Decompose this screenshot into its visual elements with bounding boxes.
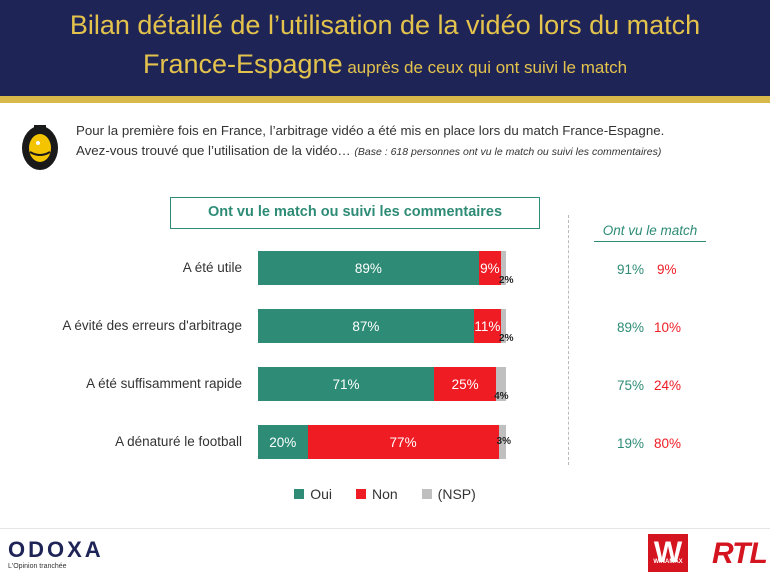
side-value-non: 10% xyxy=(654,320,682,335)
legend-item-oui: Oui xyxy=(294,486,332,502)
bar-label-nsp: 3% xyxy=(496,436,511,447)
row-label: A évité des erreurs d'arbitrage xyxy=(62,318,242,333)
chart-legend: Oui Non (NSP) xyxy=(0,486,770,502)
bar-segment-oui: 71% xyxy=(258,367,435,401)
question-text: Pour la première fois en France, l’arbit… xyxy=(76,121,766,162)
bar-label-nsp: 2% xyxy=(499,275,514,286)
odoxa-tagline: L'Opinion tranchée xyxy=(8,563,67,570)
bar-segment-oui: 87% xyxy=(258,309,474,343)
side-title-underline xyxy=(594,241,706,242)
bar-segment-nsp xyxy=(498,425,506,459)
side-value-non: 9% xyxy=(657,262,677,277)
legend-swatch-nsp xyxy=(421,489,432,499)
row-label: A dénaturé le football xyxy=(115,434,242,449)
side-value-oui: 89% xyxy=(617,320,645,335)
row-label: A été utile xyxy=(182,260,242,275)
footer-divider xyxy=(0,528,770,529)
side-value-oui: 91% xyxy=(617,262,645,277)
bar-segment-non: 9% xyxy=(478,251,502,285)
header-gold-bar xyxy=(0,96,770,103)
chart-title-box: Ont vu le match ou suivi les commentaire… xyxy=(170,197,540,229)
rtl-logo: RTL xyxy=(712,537,768,570)
bar-label-nsp: 2% xyxy=(499,333,514,344)
bar-segment-oui: 20% xyxy=(258,425,308,459)
bar-label-nsp: 4% xyxy=(494,391,509,402)
side-value-non: 24% xyxy=(654,378,682,393)
side-value-oui: 19% xyxy=(617,436,645,451)
title-line2-small: auprès de ceux qui ont suivi le match xyxy=(342,58,628,77)
bar-segment-non: 25% xyxy=(434,367,497,401)
question-line2: Avez-vous trouvé que l’utilisation de la… xyxy=(76,141,766,162)
question-base: (Base : 618 personnes ont vu le match ou… xyxy=(354,146,662,158)
page-title-line1: Bilan détaillé de l’utilisation de la vi… xyxy=(69,10,701,40)
legend-swatch-non xyxy=(355,489,366,499)
title-line2-main: France-Espagne xyxy=(142,49,343,79)
row-label: A été suffisamment rapide xyxy=(86,376,242,391)
bar-segment-nsp xyxy=(496,367,506,401)
page-title-line2: France-Espagne auprès de ceux qui ont su… xyxy=(0,49,770,80)
divider-line xyxy=(568,215,569,465)
winamax-logo: W xyxy=(648,534,688,572)
bar-segment-non: 77% xyxy=(307,425,499,459)
legend-item-non: Non xyxy=(355,486,398,502)
legend-swatch-oui xyxy=(294,489,305,499)
bar-segment-nsp xyxy=(501,309,506,343)
legend-label-non: Non xyxy=(371,486,398,502)
header-banner: Bilan détaillé de l’utilisation de la vi… xyxy=(0,0,770,96)
bar-segment-nsp xyxy=(501,251,506,285)
legend-item-nsp: (NSP) xyxy=(421,486,476,502)
side-value-oui: 75% xyxy=(617,378,645,393)
bar-segment-oui: 89% xyxy=(258,251,479,285)
question-line2-text: Avez-vous trouvé que l’utilisation de la… xyxy=(76,143,355,158)
whistle-icon xyxy=(22,125,58,170)
odoxa-logo: ODOXA xyxy=(8,537,104,562)
side-value-non: 80% xyxy=(654,436,682,451)
legend-label-nsp: (NSP) xyxy=(437,486,476,502)
question-line1: Pour la première fois en France, l’arbit… xyxy=(76,123,665,138)
winamax-logo-text: WINAMAX xyxy=(653,559,683,565)
bar-segment-non: 11% xyxy=(473,309,502,343)
legend-label-oui: Oui xyxy=(310,486,332,502)
side-column-title: Ont vu le match xyxy=(602,223,698,238)
